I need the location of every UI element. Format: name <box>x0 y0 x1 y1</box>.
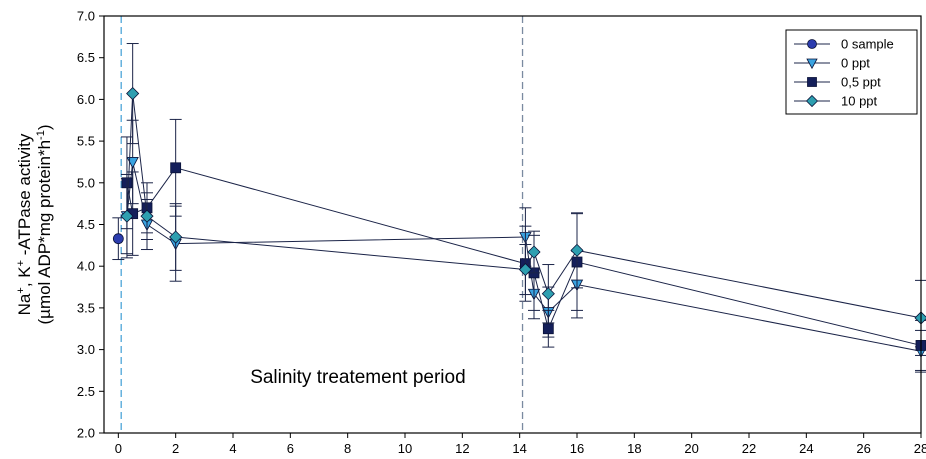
superscript: + <box>15 260 27 266</box>
y-axis-title-line: Na+, K+ -ATPase activity <box>15 133 34 315</box>
legend-label: 0 ppt <box>841 56 870 71</box>
y-tick-label: 4.0 <box>77 259 95 274</box>
annotation-text: Salinity treatement period <box>250 367 465 388</box>
series-0-sample <box>112 217 125 261</box>
x-tick-label: 10 <box>398 441 412 456</box>
legend-item: 0,5 ppt <box>794 75 881 90</box>
y-tick-label: 2.5 <box>77 384 95 399</box>
y-tick-label: 3.5 <box>77 300 95 315</box>
y-tick-label: 2.0 <box>77 426 95 441</box>
y-tick-label: 3.0 <box>77 342 95 357</box>
y-tick-label: 6.5 <box>77 50 95 65</box>
data-point <box>542 323 554 335</box>
y-axis-title-part: Na <box>15 293 34 315</box>
legend-marker <box>806 58 818 70</box>
y-tick-label: 5.0 <box>77 175 95 190</box>
series-line <box>126 167 922 346</box>
series-10-ppt <box>120 43 926 356</box>
x-tick-label: 16 <box>570 441 584 456</box>
data-point <box>126 86 140 101</box>
superscript: -1 <box>35 130 47 140</box>
series-line <box>126 161 922 352</box>
data-point <box>120 209 134 223</box>
legend: 0 sample 0 ppt 0,5 ppt 10 ppt <box>785 29 918 115</box>
y-axis-title-part: ) <box>35 124 54 130</box>
series-line <box>126 93 922 319</box>
x-tick-label: 28 <box>914 441 926 456</box>
data-point <box>170 162 182 174</box>
y-axis-title-line: (µmol ADP*mg protein*h-1) <box>35 124 54 324</box>
y-axis-title-part: (µmol ADP*mg protein*h <box>35 140 54 325</box>
x-tick-label: 0 <box>115 441 122 456</box>
x-tick-label: 18 <box>627 441 641 456</box>
legend-item: 0 ppt <box>794 56 870 71</box>
data-point <box>518 262 532 277</box>
data-point <box>570 243 584 257</box>
legend-label: 10 ppt <box>841 94 878 109</box>
y-tick-label: 4.5 <box>77 217 95 232</box>
y-tick-label: 7.0 <box>77 9 95 24</box>
x-tick-label: 2 <box>172 441 179 456</box>
x-tick-label: 12 <box>455 441 469 456</box>
x-tick-label: 6 <box>287 441 294 456</box>
legend-marker <box>807 39 817 49</box>
x-tick-label: 14 <box>512 441 526 456</box>
superscript: + <box>15 287 27 293</box>
data-point <box>169 230 183 244</box>
reference-lines <box>120 16 524 433</box>
legend-item: 0 sample <box>794 37 894 52</box>
y-axis-title: Na+, K+ -ATPase activity (µmol ADP*mg pro… <box>15 124 54 324</box>
x-tick-label: 8 <box>344 441 351 456</box>
axes: 0 2 4 6 8 10 12 14 16 18 20 22 24 26 282.02.53.03.54.0… <box>77 9 926 457</box>
x-tick-label: 20 <box>684 441 698 456</box>
y-axis-title-part: -ATPase activity <box>15 133 34 260</box>
data-point <box>112 233 124 245</box>
x-tick-label: 4 <box>229 441 236 456</box>
y-tick-label: 5.5 <box>77 134 95 149</box>
legend-label: 0 sample <box>841 37 894 52</box>
data-point <box>140 209 154 223</box>
x-tick-label: 22 <box>742 441 756 456</box>
series-0-ppt <box>120 119 926 373</box>
y-tick-label: 6.0 <box>77 92 95 107</box>
data-point <box>527 245 541 259</box>
legend-marker <box>805 94 819 108</box>
x-tick-label: 26 <box>856 441 870 456</box>
y-axis-title-part: , K <box>15 266 34 287</box>
legend-item: 10 ppt <box>794 94 878 109</box>
data-point <box>541 287 555 301</box>
legend-marker <box>807 77 817 87</box>
legend-label: 0,5 ppt <box>841 75 881 90</box>
x-tick-label: 24 <box>799 441 813 456</box>
